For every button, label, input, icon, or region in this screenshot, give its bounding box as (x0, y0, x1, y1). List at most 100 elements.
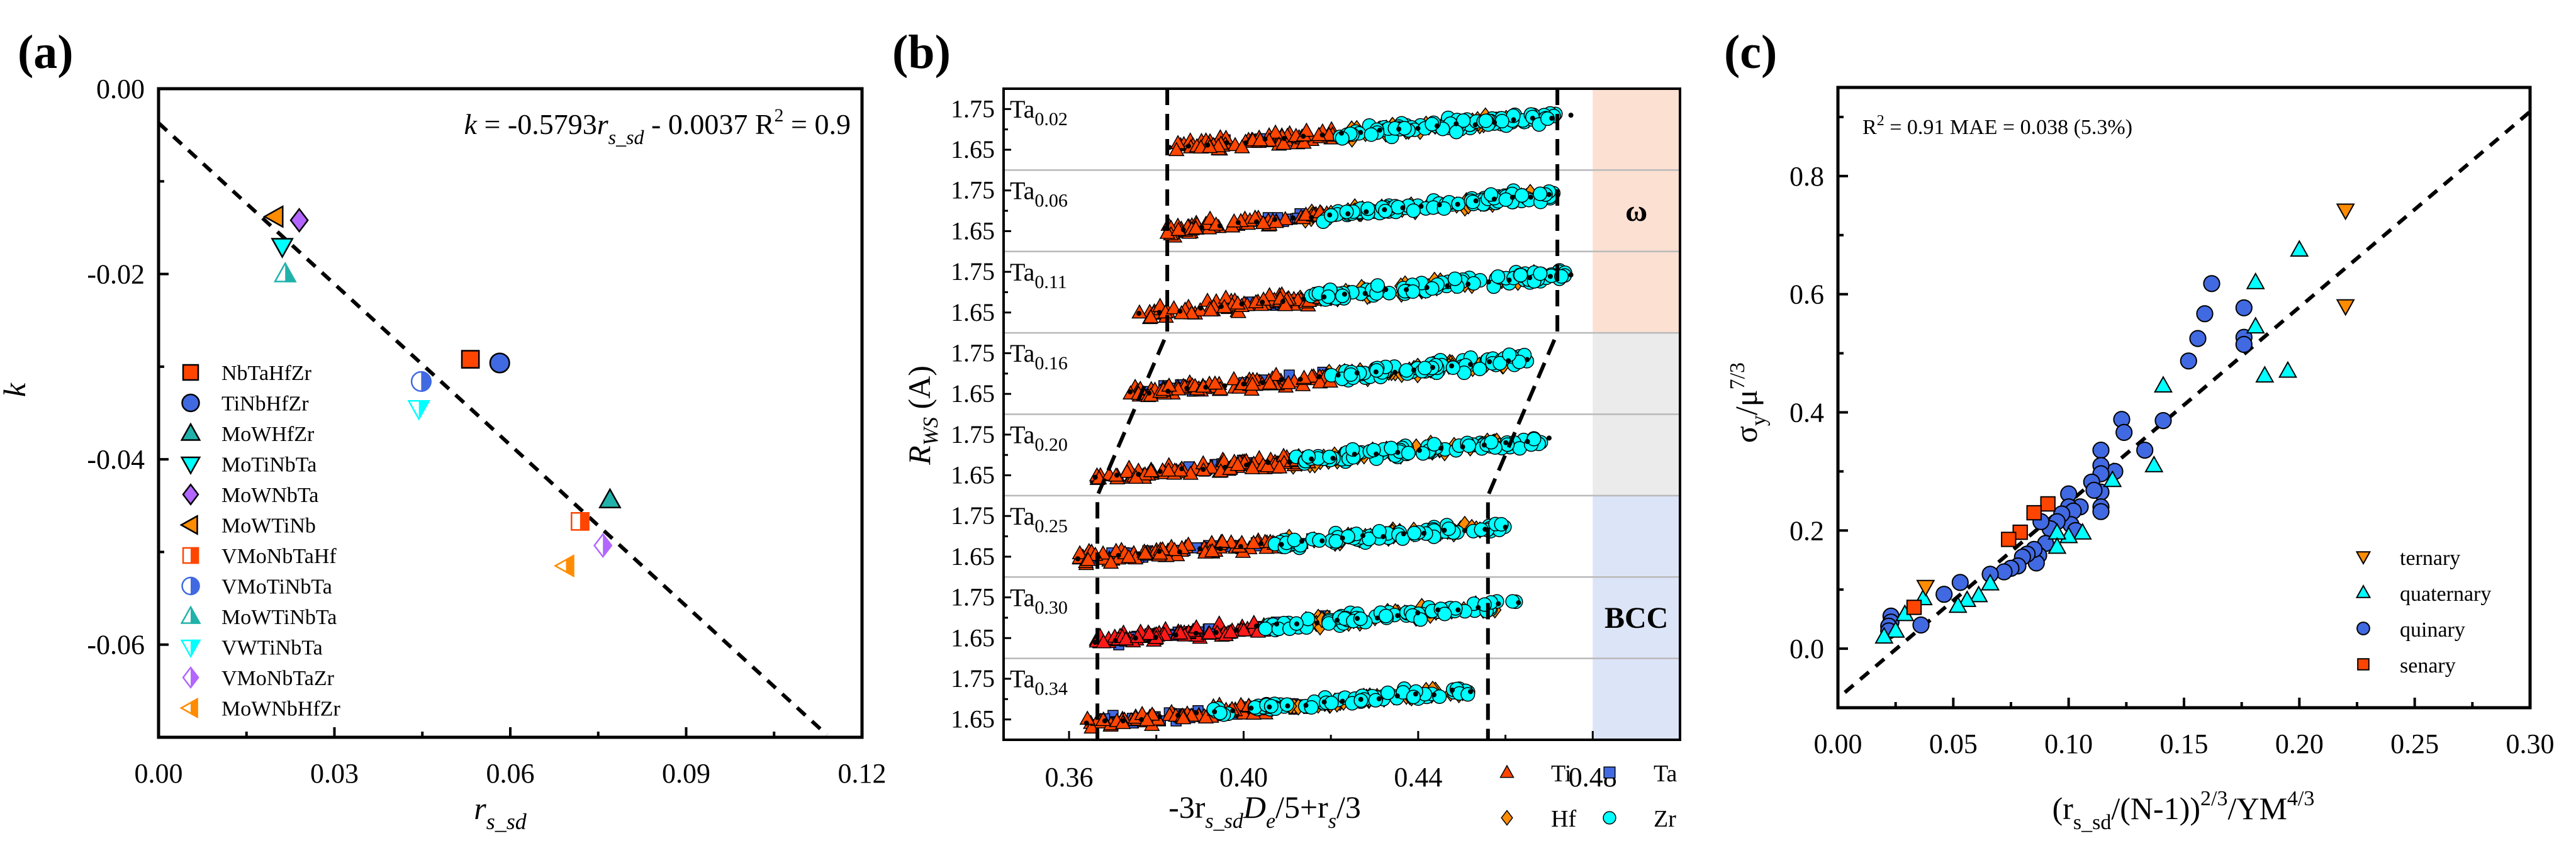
mean-dot (1201, 467, 1206, 472)
xl-5: s (1328, 810, 1336, 833)
cx-0: (r (2052, 791, 2074, 826)
mean-dot (1430, 365, 1435, 371)
legend-marker-mowtinb (179, 515, 198, 535)
phase-label-bcc: BCC (1604, 601, 1668, 635)
row-label-element: Ta (1010, 339, 1035, 367)
mean-dot (1177, 549, 1182, 555)
mean-dot (1528, 194, 1533, 200)
point-zr (1494, 113, 1509, 129)
point-zr-shape (1380, 685, 1396, 700)
point-ti (1298, 122, 1315, 137)
legend-label-ti: Ti (1551, 761, 1571, 787)
legend-marker-vmotinbta-shape (191, 576, 200, 596)
mean-dot (1084, 720, 1089, 726)
mean-dot (1120, 718, 1126, 723)
mean-dot (1180, 227, 1186, 233)
legend-label-hf: Hf (1551, 806, 1576, 832)
point-senary-shape (2001, 532, 2017, 547)
mean-dot (1272, 216, 1277, 222)
legend-marker-zr-shape (1603, 811, 1616, 825)
point-ti (1321, 126, 1338, 142)
point-zr-shape (1448, 125, 1464, 140)
mean-dot (1431, 692, 1436, 698)
mean-dot (1547, 274, 1553, 279)
mean-dot (1362, 291, 1368, 296)
mean-dot (1153, 635, 1158, 640)
point-zr (1401, 445, 1416, 460)
row-label: Ta0.34 (1010, 665, 1068, 700)
x-tick-label: 0.44 (1394, 762, 1442, 793)
mean-dot (1462, 528, 1467, 533)
panel-a-legend: NbTaHfZr TiNbHfZr MoWHfZr MoTiNbTa MoWNbTa Mo… (179, 362, 341, 721)
legend-marker-senary-shape (2357, 658, 2370, 671)
mean-dot (1375, 615, 1380, 621)
mean-dot (1481, 442, 1487, 448)
point-quinary (2092, 503, 2110, 520)
x-tick-label: 0.40 (1219, 762, 1268, 793)
point-mownbta-shape (289, 208, 309, 233)
mean-dot (1136, 551, 1141, 557)
row-points-ta011 (1131, 263, 1574, 325)
mean-dot (1267, 704, 1272, 710)
point-zr-shape (1335, 288, 1350, 303)
mean-dot (1102, 718, 1107, 723)
point-ti (1255, 215, 1272, 230)
point-motinbta (271, 238, 294, 259)
point-quinary-shape (2180, 352, 2197, 370)
point-zr-shape (1491, 269, 1506, 284)
legend-marker-motinbta (180, 456, 201, 476)
mean-dot (1294, 621, 1299, 627)
point-quinary-shape (2203, 275, 2220, 293)
mean-dot (1218, 304, 1224, 310)
point-zr (1417, 360, 1433, 376)
legend-marker-mowtinbta-shape (191, 605, 201, 624)
y-tick-label: -0.04 (87, 444, 145, 475)
yl-1: y (1747, 415, 1771, 426)
point-zr-shape (1407, 525, 1422, 540)
point-zr (1287, 532, 1302, 547)
point-zr-shape (1484, 435, 1499, 450)
mean-dot (1281, 136, 1287, 142)
point-zr (1406, 689, 1421, 705)
mean-dot (1303, 703, 1309, 708)
row-label-element: Ta (1010, 583, 1035, 611)
point-zr-shape (1533, 186, 1548, 201)
panel-a-equation: k = -0.5793rs_sd - 0.0037 R2 = 0.9 (464, 105, 851, 148)
point-zr (1478, 113, 1493, 128)
point-zr-shape (1258, 621, 1273, 637)
y-tick-label: -0.06 (87, 630, 145, 661)
phase-band (1593, 89, 1680, 333)
point-zr-shape (1498, 192, 1513, 207)
point-zr-shape (1478, 113, 1493, 128)
legend-label-vmonbtazr: VMoNbTaZr (221, 667, 335, 690)
mean-dot (1487, 359, 1492, 365)
point-zr (1379, 608, 1394, 623)
legend-marker-quinary (2356, 622, 2370, 635)
point-zr-shape (1401, 445, 1416, 460)
legend-label-mownbhfzr: MoWNbHfZr (221, 698, 341, 721)
point-zr-shape (1526, 432, 1542, 447)
row-label-element: Ta (1010, 665, 1035, 693)
mean-dot (1358, 696, 1364, 702)
mean-dot (1549, 116, 1555, 121)
mean-dot (1358, 130, 1364, 135)
point-quinary (2092, 441, 2110, 459)
yl-3: 7/3 (1726, 362, 1749, 389)
point-quinary-shape (2235, 335, 2253, 354)
point-quinary (1912, 616, 1930, 634)
mean-dot (1392, 369, 1397, 375)
point-zr-shape (1513, 267, 1528, 282)
legend-marker-ta-shape (1603, 766, 1616, 779)
mean-dot (1299, 538, 1304, 544)
point-vwtinbta (407, 399, 430, 421)
point-senary (2040, 496, 2056, 512)
legend-marker-mowhfzr (180, 422, 201, 441)
mean-dot (1341, 291, 1347, 297)
legend-marker-vmonbtazr-shape (191, 666, 199, 689)
point-quinary (2235, 335, 2253, 354)
legend-marker-quinary-shape (2356, 622, 2370, 635)
mean-dot (1177, 308, 1183, 314)
point-zr (1491, 269, 1506, 284)
row-label-fraction: 0.20 (1034, 435, 1068, 455)
mean-dot (1340, 535, 1345, 541)
